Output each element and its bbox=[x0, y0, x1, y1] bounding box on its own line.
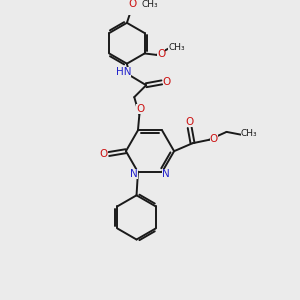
Text: N: N bbox=[130, 169, 138, 179]
Text: N: N bbox=[162, 169, 169, 179]
Text: CH₃: CH₃ bbox=[142, 0, 158, 9]
Text: O: O bbox=[136, 104, 144, 114]
Text: O: O bbox=[210, 134, 218, 144]
Text: O: O bbox=[163, 76, 171, 86]
Text: O: O bbox=[186, 117, 194, 127]
Text: CH₃: CH₃ bbox=[241, 129, 257, 138]
Text: HN: HN bbox=[116, 67, 131, 77]
Text: O: O bbox=[100, 149, 108, 159]
Text: CH₃: CH₃ bbox=[168, 43, 184, 52]
Text: O: O bbox=[157, 49, 165, 59]
Text: O: O bbox=[128, 0, 137, 9]
